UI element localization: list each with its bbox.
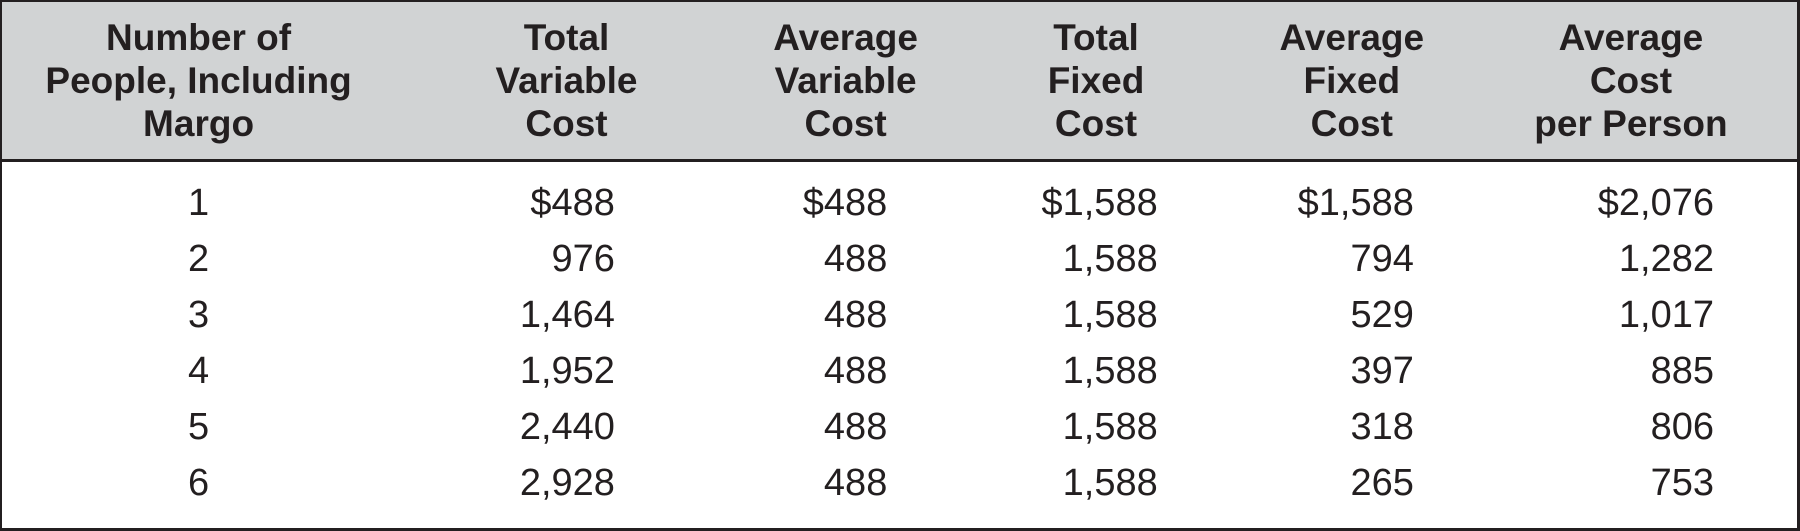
header-line: Variable	[495, 60, 638, 101]
header-line: Total	[1053, 17, 1139, 58]
header-line: Variable	[774, 60, 917, 101]
cell-total-fixed-cost: 1,588	[1062, 405, 1158, 448]
cell-average-cost-per-person: 885	[1650, 349, 1714, 392]
column-header-average-cost-per-person: Average Cost per Person	[1464, 2, 1797, 162]
header-line: Total	[523, 17, 610, 58]
table-row: 1 $488 $488 $1,588 $1,588 $2,076	[2, 161, 1797, 232]
header-line: Margo	[143, 103, 255, 144]
table-row: 3 1,464 488 1,588 529 1,017	[2, 287, 1797, 343]
table-row: 2 976 488 1,588 794 1,282	[2, 231, 1797, 287]
cell-average-variable-cost: $488	[802, 181, 888, 224]
cell-total-variable-cost: 1,464	[519, 293, 615, 336]
table-body: 1 $488 $488 $1,588 $1,588 $2,076 2 976 488 1,588 7…	[2, 161, 1797, 529]
header-line: Cost	[804, 103, 887, 144]
header-line: Cost	[1054, 103, 1138, 144]
cell-average-cost-per-person: 1,017	[1618, 293, 1714, 336]
cell-total-fixed-cost: $1,588	[1041, 181, 1158, 224]
cell-total-fixed-cost: 1,588	[1062, 293, 1158, 336]
cell-average-cost-per-person: 753	[1650, 461, 1714, 504]
table-row: 6 2,928 488 1,588 265 753	[2, 455, 1797, 528]
header-line: Number of	[106, 17, 292, 58]
cell-average-fixed-cost: $1,588	[1297, 181, 1414, 224]
cell-average-fixed-cost: 397	[1350, 349, 1414, 392]
cell-people: 1	[187, 181, 210, 224]
cell-people: 3	[187, 293, 210, 336]
cell-average-variable-cost: 488	[823, 349, 888, 392]
table-row: 4 1,952 488 1,588 397 885	[2, 343, 1797, 399]
cell-total-variable-cost: 2,928	[519, 461, 615, 504]
cell-average-variable-cost: 488	[823, 405, 888, 448]
cell-average-cost-per-person: 1,282	[1618, 237, 1714, 280]
cell-average-variable-cost: 488	[823, 461, 888, 504]
header-line: Fixed	[1047, 60, 1145, 101]
column-header-total-variable-cost: Total Variable Cost	[395, 2, 738, 162]
cell-total-variable-cost: 976	[551, 237, 615, 280]
cell-average-cost-per-person: $2,076	[1597, 181, 1714, 224]
header-line: Fixed	[1303, 60, 1401, 101]
cell-total-variable-cost: 1,952	[519, 349, 615, 392]
cell-average-variable-cost: 488	[823, 293, 888, 336]
header-line: Cost	[525, 103, 608, 144]
header-line: Cost	[1310, 103, 1393, 144]
cell-total-fixed-cost: 1,588	[1062, 461, 1158, 504]
cell-average-variable-cost: 488	[823, 237, 888, 280]
column-header-total-fixed-cost: Total Fixed Cost	[953, 2, 1239, 162]
cell-average-fixed-cost: 318	[1350, 405, 1414, 448]
header-row: Number of People, Including Margo Total Vari…	[2, 2, 1797, 162]
cell-average-cost-per-person: 806	[1650, 405, 1714, 448]
cell-average-fixed-cost: 794	[1350, 237, 1414, 280]
cell-people: 4	[187, 349, 210, 392]
header-line: People, Including	[45, 60, 352, 101]
cell-people: 2	[187, 237, 210, 280]
column-header-average-variable-cost: Average Variable Cost	[737, 2, 954, 162]
cell-total-fixed-cost: 1,588	[1062, 237, 1158, 280]
cell-average-fixed-cost: 265	[1350, 461, 1414, 504]
header-line: Average	[773, 17, 918, 58]
header-line: Average	[1558, 17, 1704, 58]
cell-total-variable-cost: 2,440	[519, 405, 615, 448]
cell-people: 5	[187, 405, 210, 448]
cell-people: 6	[187, 461, 210, 504]
table-row: 5 2,440 488 1,588 318 806	[2, 399, 1797, 455]
column-header-average-fixed-cost: Average Fixed Cost	[1238, 2, 1465, 162]
cell-total-fixed-cost: 1,588	[1062, 349, 1158, 392]
cell-total-variable-cost: $488	[530, 181, 615, 224]
header-line: per Person	[1534, 103, 1728, 144]
header-line: Cost	[1589, 60, 1673, 101]
table-header: Number of People, Including Margo Total Vari…	[2, 2, 1797, 162]
header-line: Average	[1279, 17, 1425, 58]
cell-average-fixed-cost: 529	[1350, 293, 1414, 336]
column-header-people: Number of People, Including Margo	[2, 2, 396, 162]
